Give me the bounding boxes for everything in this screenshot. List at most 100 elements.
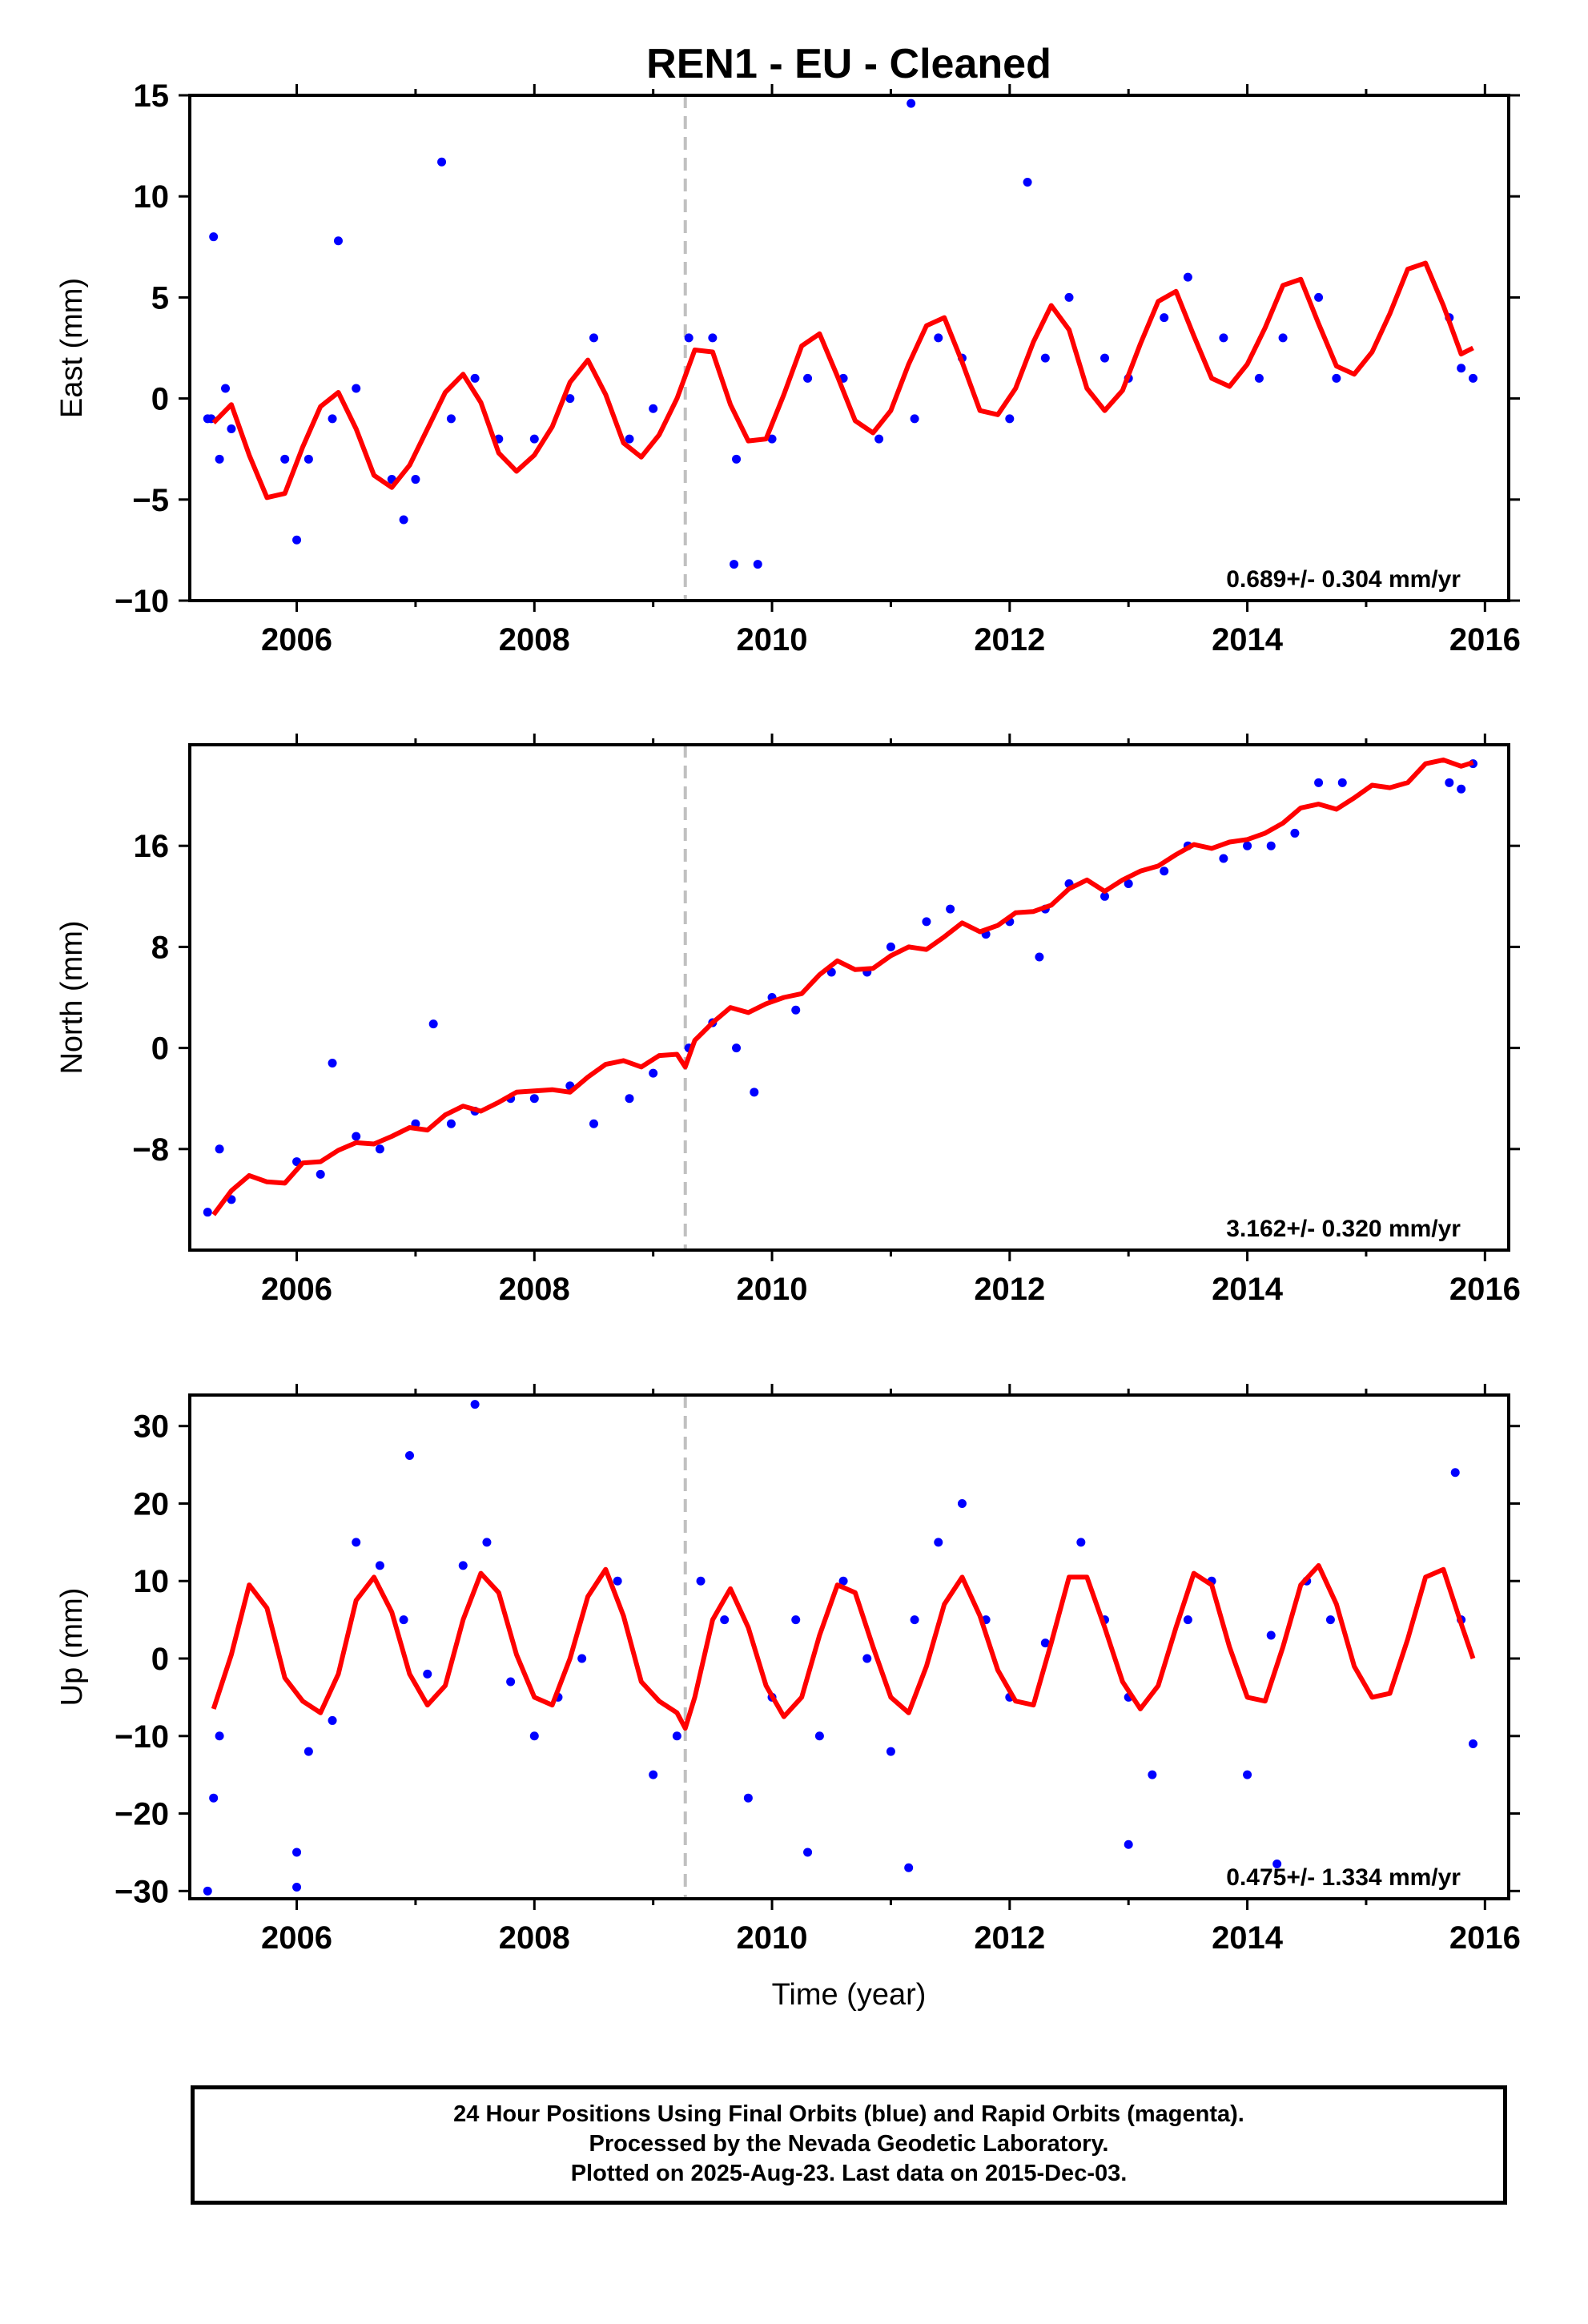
data-point xyxy=(767,434,777,444)
x-tick-label: 2010 xyxy=(737,1272,808,1307)
data-point xyxy=(470,373,480,383)
data-point xyxy=(292,1882,302,1892)
y-tick-label: 10 xyxy=(134,1564,170,1599)
data-point xyxy=(589,333,598,343)
data-point xyxy=(1183,1615,1192,1625)
data-point xyxy=(1160,866,1169,876)
data-point xyxy=(732,454,742,464)
data-point xyxy=(411,475,420,485)
data-point xyxy=(1254,373,1264,383)
data-point xyxy=(1243,841,1252,850)
data-point xyxy=(1468,373,1477,383)
y-tick-label: −30 xyxy=(115,1874,169,1909)
data-point xyxy=(589,1119,598,1128)
x-axis-title: Time (year) xyxy=(772,1978,927,2012)
data-point xyxy=(814,1731,824,1741)
data-point xyxy=(1219,854,1228,863)
data-point xyxy=(1040,1638,1050,1648)
data-point xyxy=(791,1615,801,1625)
data-point xyxy=(696,1576,706,1586)
caption-line: Plotted on 2025-Aug-23. Last data on 201… xyxy=(570,2161,1128,2186)
data-point xyxy=(328,1059,337,1068)
data-point xyxy=(791,1005,801,1015)
x-tick-label: 2006 xyxy=(261,622,332,657)
data-point xyxy=(352,384,361,393)
velocity-label: 0.689+/- 0.304 mm/yr xyxy=(1226,566,1461,593)
data-point xyxy=(1243,1770,1252,1779)
data-point xyxy=(946,904,955,914)
data-point xyxy=(730,560,739,569)
data-point xyxy=(1337,778,1347,787)
data-point xyxy=(565,394,575,404)
data-point xyxy=(304,1747,313,1756)
data-point xyxy=(280,454,290,464)
y-tick-label: 0 xyxy=(151,1031,169,1067)
data-point xyxy=(1064,292,1074,302)
x-tick-label: 2014 xyxy=(1212,622,1284,657)
data-point xyxy=(886,1747,895,1756)
velocity-label: 3.162+/- 0.320 mm/yr xyxy=(1226,1216,1461,1242)
data-point xyxy=(1148,1770,1157,1779)
data-point xyxy=(304,454,313,464)
data-point xyxy=(1183,272,1192,282)
data-point xyxy=(672,1731,681,1741)
x-tick-label: 2006 xyxy=(261,1920,332,1956)
y-tick-label: −20 xyxy=(115,1797,169,1832)
east-panel: 2006 2008 2010 2012 2014 2016 −10 −5 0 5 10 15 East … xyxy=(55,78,1521,657)
data-point xyxy=(922,917,931,927)
data-point xyxy=(649,404,658,413)
data-point xyxy=(221,384,231,393)
data-point xyxy=(292,535,302,545)
data-point xyxy=(904,1863,914,1872)
data-point xyxy=(874,434,884,444)
data-point xyxy=(803,1848,813,1857)
y-axis-title: Up (mm) xyxy=(55,1588,89,1707)
data-point xyxy=(227,424,236,433)
y-tick-label: −8 xyxy=(132,1132,169,1168)
x-tick-label: 2016 xyxy=(1449,622,1521,657)
data-point xyxy=(957,1498,967,1508)
north-panel: 2006 2008 2010 2012 2014 2016 −8 0 8 16 North (mm)… xyxy=(55,734,1521,1307)
caption-line: Processed by the Nevada Geodetic Laborat… xyxy=(589,2131,1109,2157)
data-point xyxy=(1076,1538,1086,1547)
data-point xyxy=(803,373,813,383)
data-point xyxy=(732,1043,742,1053)
data-point xyxy=(708,333,718,343)
data-point xyxy=(352,1132,361,1141)
data-point xyxy=(910,1615,919,1625)
x-tick-label: 2010 xyxy=(737,622,808,657)
data-point xyxy=(1266,1630,1276,1640)
data-point xyxy=(1160,313,1169,323)
data-point xyxy=(446,414,456,424)
plot-frame xyxy=(188,743,1510,1252)
data-point xyxy=(375,1144,384,1154)
data-point xyxy=(1445,778,1454,787)
data-point xyxy=(649,1770,658,1779)
data-point xyxy=(203,1886,212,1896)
figure-title: REN1 - EU - Cleaned xyxy=(646,41,1051,87)
data-point xyxy=(399,1615,408,1625)
x-tick-label: 2014 xyxy=(1212,1272,1284,1307)
data-point xyxy=(625,434,634,444)
data-point xyxy=(1035,952,1044,962)
data-point xyxy=(316,1169,325,1179)
data-point xyxy=(907,99,916,108)
data-point xyxy=(482,1538,492,1547)
data-point xyxy=(1314,292,1324,302)
model-curve xyxy=(211,757,1474,1216)
y-tick-label: 30 xyxy=(134,1409,170,1445)
data-point xyxy=(328,1715,337,1725)
data-point xyxy=(1124,1839,1133,1849)
data-point xyxy=(446,1119,456,1128)
data-point xyxy=(529,434,539,444)
y-tick-label: −5 xyxy=(132,483,169,518)
data-point xyxy=(428,1019,438,1029)
data-point xyxy=(1005,414,1015,424)
data-point xyxy=(862,1654,872,1663)
data-point xyxy=(529,1094,539,1104)
data-point xyxy=(399,515,408,525)
data-point xyxy=(529,1731,539,1741)
data-point xyxy=(437,157,447,167)
y-tick-label: 0 xyxy=(151,1642,169,1677)
data-point xyxy=(934,333,943,343)
